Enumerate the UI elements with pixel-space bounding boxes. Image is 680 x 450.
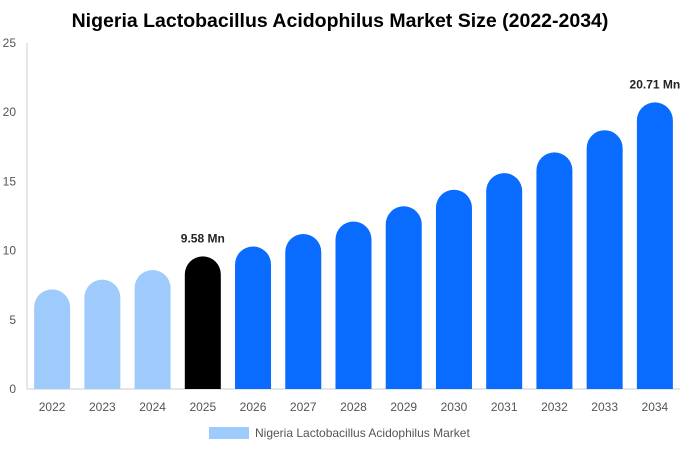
bar-2024 — [134, 269, 171, 389]
bar-2031 — [486, 173, 523, 389]
x-tick-label: 2034 — [642, 400, 669, 414]
bar-2028 — [335, 221, 372, 389]
x-tick-label: 2022 — [39, 400, 66, 414]
chart-title: Nigeria Lactobacillus Acidophilus Market… — [72, 10, 609, 32]
x-tick-label: 2029 — [390, 400, 417, 414]
x-tick-label: 2028 — [340, 400, 367, 414]
bar-2034 — [636, 102, 673, 390]
y-tick-label: 20 — [3, 105, 17, 119]
bar-2026 — [235, 246, 272, 389]
x-axis-ticks: 2022 2023 2024 2025 2026 2027 2028 2029 2030 2031… — [39, 400, 669, 414]
y-tick-label: 0 — [9, 382, 16, 396]
x-tick-label: 2032 — [541, 400, 568, 414]
y-tick-label: 15 — [3, 174, 17, 188]
x-tick-label: 2033 — [591, 400, 618, 414]
bar-2022 — [34, 289, 71, 389]
x-tick-label: 2030 — [441, 400, 468, 414]
bar-2025 — [184, 256, 221, 389]
x-tick-label: 2026 — [240, 400, 267, 414]
x-tick-label: 2024 — [139, 400, 166, 414]
data-labels-group: 9.58 Mn 20.71 Mn — [181, 77, 680, 245]
bar-2033 — [586, 130, 623, 389]
y-tick-label: 25 — [3, 36, 17, 50]
x-tick-label: 2025 — [189, 400, 216, 414]
x-tick-label: 2031 — [491, 400, 518, 414]
legend-label: Nigeria Lactobacillus Acidophilus Market — [255, 426, 470, 440]
bar-2023 — [84, 279, 121, 389]
legend-swatch — [209, 427, 249, 439]
data-label: 20.71 Mn — [630, 77, 680, 91]
y-tick-label: 5 — [9, 313, 16, 327]
legend: Nigeria Lactobacillus Acidophilus Market — [209, 426, 470, 440]
x-tick-label: 2023 — [89, 400, 116, 414]
x-tick-label: 2027 — [290, 400, 317, 414]
y-axis-ticks: 0 5 10 15 20 25 — [3, 36, 17, 396]
y-tick-label: 10 — [3, 244, 17, 258]
bars-group — [34, 102, 673, 390]
data-label: 9.58 Mn — [181, 231, 225, 245]
bar-2032 — [536, 152, 573, 389]
bar-2030 — [435, 189, 472, 389]
bar-2027 — [285, 233, 322, 389]
bar-2029 — [385, 206, 422, 389]
